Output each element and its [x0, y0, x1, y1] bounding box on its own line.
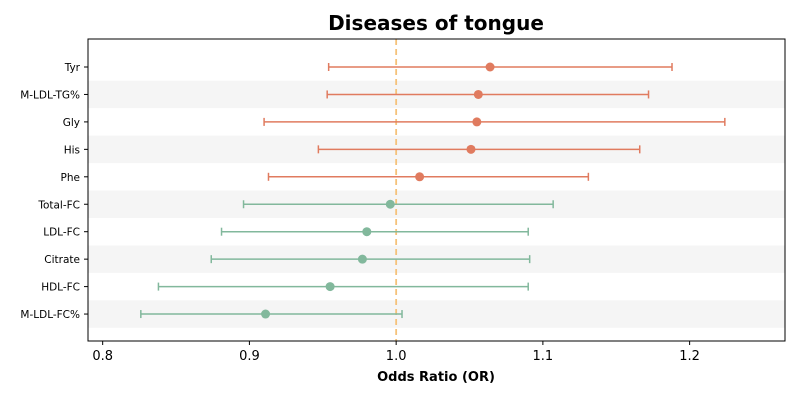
y-tick-label: LDL-FC: [43, 227, 80, 239]
or-point: [466, 144, 476, 154]
x-axis-label: Odds Ratio (OR): [377, 370, 495, 385]
data-marks: [140, 62, 726, 319]
x-tick-label: 1.1: [533, 349, 554, 364]
y-tick-label: Tyr: [64, 62, 81, 74]
x-tick-label: 1.0: [386, 349, 407, 364]
or-point: [472, 117, 482, 127]
y-tick-label: His: [64, 144, 80, 156]
forest-row: [327, 62, 673, 72]
y-tick-label: Citrate: [44, 254, 80, 266]
x-tick-label: 0.9: [239, 349, 260, 364]
chart-title: Diseases of tongue: [328, 11, 544, 35]
forest-row: [317, 144, 641, 154]
x-axis: 0.8 0.9 1.0 1.1 1.2: [92, 341, 700, 364]
forest-row: [210, 254, 531, 264]
forest-row: [140, 309, 403, 319]
y-axis: Tyr M-LDL-TG% Gly His Phe Total-FC LDL-FC Citra…: [20, 62, 88, 321]
or-point: [325, 282, 335, 292]
forest-row: [157, 282, 529, 292]
plot-frame: [87, 38, 786, 342]
y-tick-label: Gly: [63, 117, 80, 129]
or-point: [485, 62, 495, 72]
x-tick-label: 0.8: [92, 349, 113, 364]
y-tick-label: Total-FC: [37, 199, 80, 211]
y-tick-label: M-LDL-FC%: [20, 309, 80, 321]
or-point: [385, 199, 395, 209]
or-point: [473, 89, 483, 99]
or-point: [357, 254, 367, 264]
forest-row: [267, 172, 590, 182]
forest-row: [220, 227, 529, 237]
forest-row: [263, 117, 726, 127]
or-point: [362, 227, 372, 237]
x-tick-label: 1.2: [679, 349, 700, 364]
y-tick-label: Phe: [61, 172, 80, 184]
or-point: [415, 172, 425, 182]
y-tick-label: M-LDL-TG%: [20, 89, 80, 101]
y-tick-label: HDL-FC: [41, 282, 80, 294]
or-point: [261, 309, 271, 319]
forest-row: [242, 199, 554, 209]
forest-row: [326, 89, 650, 99]
